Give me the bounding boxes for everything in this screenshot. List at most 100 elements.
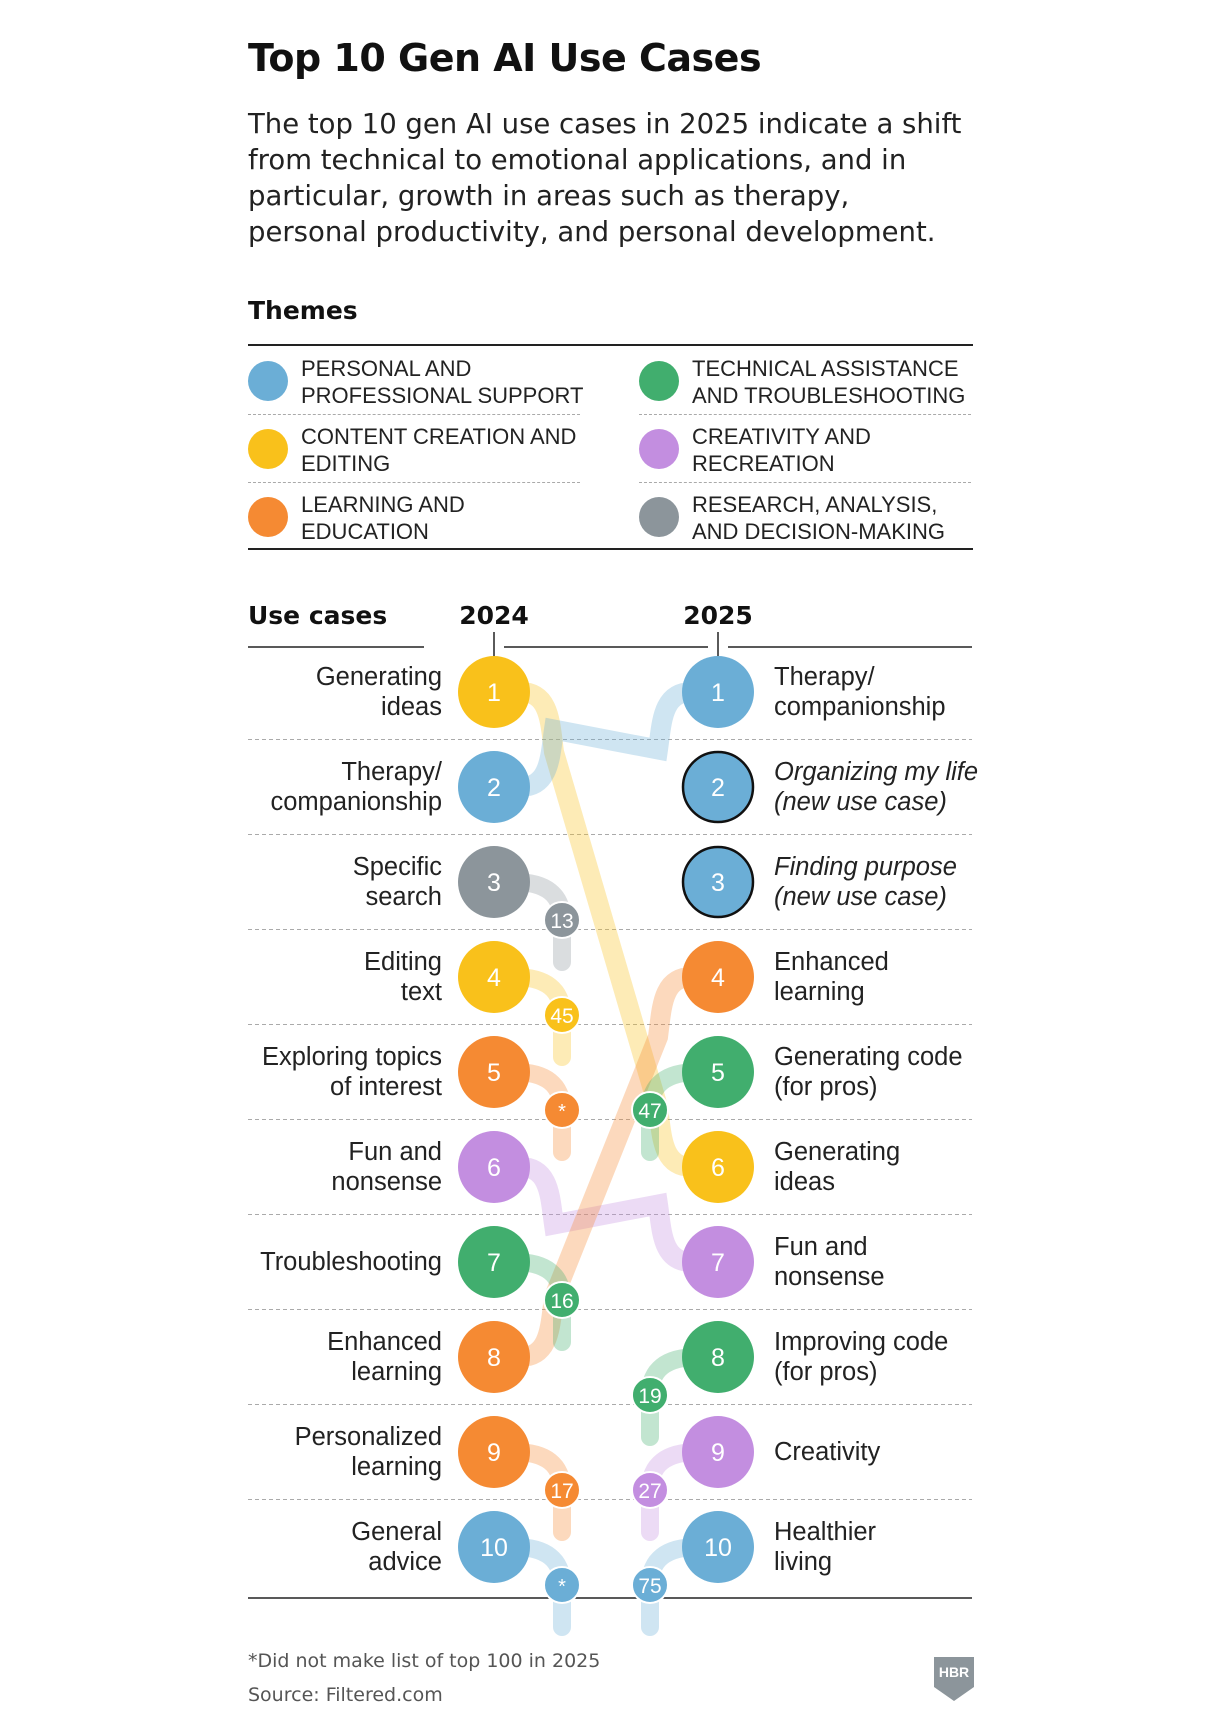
use-case-2025-label: Organizing my life [774,758,978,786]
rank-2024-circle [458,846,530,918]
rank-2025-badge-label: * [558,1101,566,1123]
use-case-2025-label: (for pros) [774,1358,877,1386]
rank-2024-badge-label: 19 [638,1385,661,1408]
rank-2024-number: 8 [487,1344,501,1372]
rank-2025-badge-label: 17 [550,1480,573,1503]
rank-2025-circle [682,1226,754,1298]
use-case-2025-label: living [774,1548,832,1576]
rank-2024-number: 4 [487,964,501,992]
rank-2025-circle [682,1036,754,1108]
rank-connector-8-to-4 [484,967,728,1367]
rank-2024-number: 9 [487,1439,501,1467]
use-case-2025-label: Finding purpose [774,853,957,881]
theme-legend-item-learning: Learning and education [248,482,580,550]
use-case-2024-label: Exploring topics [262,1043,442,1071]
rank-2024-number: 6 [487,1154,501,1182]
rank-2025-circle [682,656,754,728]
rank-2024-number: 3 [487,869,501,897]
rank-2024-badge [631,1566,669,1604]
theme-label: Creativity and recreation [692,424,871,476]
use-case-2024-label: Enhanced [327,1328,442,1356]
new-use-case-circle [681,845,755,919]
rank-2024-badge-label: 27 [638,1480,661,1503]
use-case-2024-label: Fun and [348,1138,442,1166]
theme-label: Technical assistance and troubleshooting [692,356,966,408]
use-case-2024-label: advice [368,1548,442,1576]
theme-color-dot [639,361,679,401]
use-case-2024-label: General [351,1518,442,1546]
year-2024-label: 2024 [459,601,529,630]
theme-legend-item-personal: Personal and professional support [248,346,583,415]
rank-2025-number: 6 [711,1154,725,1182]
use-case-2024-label: text [401,978,442,1006]
use-case-2024-label: learning [351,1453,442,1481]
theme-color-dot [639,497,679,537]
node-layer: 1345*1617*471927751Generatingideas2Thera… [260,656,978,1604]
theme-color-dot [248,497,288,537]
new-use-case-circle [681,750,755,824]
use-case-2025-label: Healthier [774,1518,877,1546]
theme-color-dot [639,429,679,469]
use-case-2025-label: Creativity [774,1438,881,1466]
rank-2024-badge [631,1471,669,1509]
use-case-2025-label: (new use case) [774,883,947,911]
theme-legend-item-technical: Technical assistance and troubleshooting [639,346,971,415]
use-case-2024-label: Editing [364,948,442,976]
rank-2024-circle [458,751,530,823]
use-case-2024-label: Therapy/ [341,758,443,786]
use-case-2024-label: Generating [316,663,442,691]
theme-legend-item-content: Content creation and editing [248,414,580,483]
use-case-2024-label: Specific [353,853,443,881]
rank-2025-badge [543,1281,581,1319]
rank-2024-badge [631,1376,669,1414]
rank-connector-2-to-1 [484,682,728,797]
use-case-2025-label: (new use case) [774,788,947,816]
use-case-2024-label: companionship [270,788,442,816]
rank-2025-number: 5 [711,1059,725,1087]
rank-2025-number: 3 [711,869,725,897]
themes-heading: Themes [248,296,358,325]
rank-2025-badge-label: * [558,1576,566,1598]
theme-legend-item-creativity: Creativity and recreation [639,414,971,483]
hbr-logo-text: HBR [939,1664,969,1680]
rank-2025-number: 9 [711,1439,725,1467]
use-case-2025-label: companionship [774,693,946,721]
theme-label: Content creation and editing [301,424,577,476]
rank-2024-number: 5 [487,1059,501,1087]
rank-2025-circle [682,1131,754,1203]
rank-2025-badge [543,1566,581,1604]
rank-2024-number: 10 [480,1534,508,1562]
rank-2025-badge-label: 45 [550,1005,573,1028]
theme-label: Learning and education [301,492,465,544]
theme-color-dot [248,361,288,401]
year-2025-label: 2025 [683,601,753,630]
rank-2025-badge [543,1471,581,1509]
page-subtitle: The top 10 gen AI use cases in 2025 indi… [248,108,962,248]
rank-2024-circle [458,941,530,1013]
rank-2025-badge-label: 16 [550,1290,573,1313]
use-case-2024-label: search [365,883,442,911]
use-case-2025-label: Therapy/ [774,663,876,691]
rank-2025-badge [543,996,581,1034]
themes-legend: Personal and professional support Technic… [248,344,973,550]
rank-2025-badge-label: 13 [550,910,573,933]
rank-2025-circle [682,1511,754,1583]
rank-2024-badge-label: 75 [638,1575,661,1598]
rank-2024-circle [458,1036,530,1108]
rank-2024-number: 2 [487,774,501,802]
rank-2024-circle [458,1226,530,1298]
rank-2025-number: 7 [711,1249,725,1277]
use-case-2025-label: Generating code [774,1043,963,1071]
use-case-2025-label: Enhanced [774,948,889,976]
use-case-2025-label: learning [774,978,865,1006]
rank-2024-circle [458,1416,530,1488]
rank-2024-badge [631,1091,669,1129]
use-case-2025-label: Fun and [774,1233,868,1261]
rank-2025-circle [682,1416,754,1488]
rank-2025-circle [682,1321,754,1393]
use-case-2025-label: ideas [774,1168,835,1196]
use-case-2024-label: Troubleshooting [260,1248,442,1276]
footnote: *Did not make list of top 100 in 2025 [248,1650,601,1672]
rank-connector-1-to-6 [484,682,728,1177]
